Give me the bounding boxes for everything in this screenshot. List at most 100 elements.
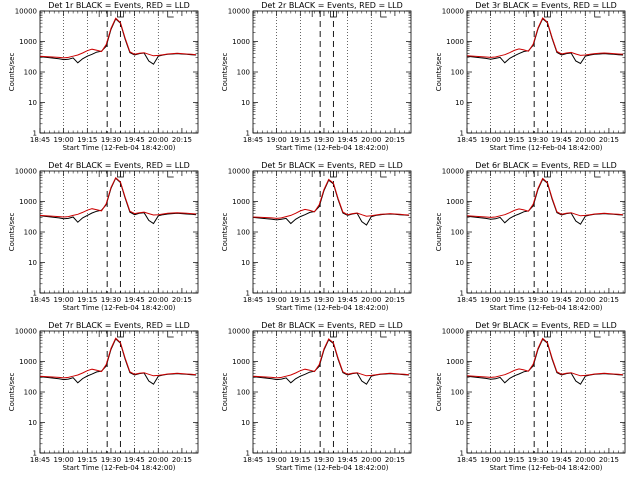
x-tick-label: 19:15	[290, 136, 310, 144]
y-tick-label: 10000	[442, 8, 464, 16]
state-marker	[594, 11, 601, 18]
x-tick-label: 19:45	[552, 296, 572, 304]
x-tick-label: 19:15	[77, 456, 97, 464]
x-tick-label: 19:30	[101, 136, 121, 144]
x-tick-label: 19:30	[314, 296, 334, 304]
y-tick-label: 10000	[15, 328, 37, 336]
y-tick-label: 10	[28, 419, 37, 427]
x-tick-label: 19:15	[77, 296, 97, 304]
y-tick-label: 1000	[446, 38, 464, 46]
x-tick-label: 20:15	[599, 456, 619, 464]
state-marker	[311, 170, 322, 177]
y-tick-label: 100	[451, 69, 464, 77]
x-tick-label: 19:45	[338, 296, 358, 304]
series-line-lld	[252, 178, 410, 219]
state-marker	[311, 10, 322, 17]
x-tick-label: 20:15	[599, 296, 619, 304]
x-tick-label: 19:00	[481, 136, 501, 144]
y-tick-label: 10	[241, 419, 250, 427]
x-tick-label: 19:45	[125, 296, 145, 304]
y-tick-label: 10000	[442, 328, 464, 336]
state-marker	[98, 10, 109, 17]
state-marker	[167, 331, 174, 338]
y-tick-label: 10	[241, 259, 250, 267]
chart-panel-1: Det 1r BLACK = Events, RED = LLD 1 10 100 10…	[8, 1, 199, 152]
y-tick-label: 1	[33, 450, 37, 458]
state-marker	[330, 171, 337, 178]
x-tick-label: 19:15	[504, 136, 524, 144]
state-marker	[117, 331, 124, 338]
state-marker	[98, 330, 109, 337]
state-marker	[330, 11, 337, 18]
y-tick-label: 1000	[232, 198, 250, 206]
y-tick-label: 1	[246, 450, 250, 458]
x-tick-label: 19:00	[267, 296, 287, 304]
x-tick-label: 19:30	[528, 136, 548, 144]
x-tick-label: 20:00	[361, 296, 381, 304]
x-tick-label: 20:00	[148, 136, 168, 144]
x-tick-label: 20:00	[148, 456, 168, 464]
x-axis-label: Start Time (12-Feb-04 18:42:00)	[275, 144, 388, 152]
series-line-lld	[39, 176, 197, 218]
series-line-lld	[466, 337, 624, 378]
chart-title: Det 4r BLACK = Events, RED = LLD	[48, 161, 190, 170]
chart-title: Det 7r BLACK = Events, RED = LLD	[48, 321, 190, 330]
x-tick-label: 20:00	[361, 136, 381, 144]
chart-title: Det 2r BLACK = Events, RED = LLD	[261, 1, 403, 10]
state-marker	[594, 171, 601, 178]
y-tick-label: 10000	[228, 328, 250, 336]
y-tick-label: 100	[451, 229, 464, 237]
y-tick-label: 1000	[446, 198, 464, 206]
state-marker	[117, 11, 124, 18]
y-tick-label: 10000	[228, 8, 250, 16]
x-tick-label: 20:15	[599, 136, 619, 144]
x-tick-label: 18:45	[30, 136, 50, 144]
state-marker	[311, 330, 322, 337]
x-tick-label: 19:30	[528, 296, 548, 304]
y-tick-label: 1	[246, 130, 250, 138]
x-tick-label: 20:15	[172, 296, 192, 304]
y-tick-label: 10	[455, 99, 464, 107]
y-axis-label: Counts/sec	[435, 373, 443, 412]
x-tick-label: 19:30	[101, 296, 121, 304]
state-marker	[117, 171, 124, 178]
chart-panel-5: Det 5r BLACK = Events, RED = LLD 1 10 100 10…	[221, 161, 412, 312]
y-tick-label: 100	[24, 389, 37, 397]
state-marker	[525, 10, 536, 17]
y-tick-label: 10000	[442, 168, 464, 176]
x-tick-label: 19:45	[338, 136, 358, 144]
y-tick-label: 1	[33, 290, 37, 298]
state-marker	[544, 11, 551, 18]
y-tick-label: 10	[241, 99, 250, 107]
x-tick-label: 19:30	[101, 456, 121, 464]
y-tick-label: 1000	[446, 358, 464, 366]
state-marker	[98, 170, 109, 177]
chart-panel-2: Det 2r BLACK = Events, RED = LLD 1 10 100 10…	[221, 1, 412, 152]
y-tick-label: 100	[237, 389, 250, 397]
x-tick-label: 20:00	[575, 296, 595, 304]
y-axis-label: Counts/sec	[8, 53, 16, 92]
y-tick-label: 1000	[19, 358, 37, 366]
x-tick-label: 19:45	[552, 136, 572, 144]
chart-title: Det 8r BLACK = Events, RED = LLD	[261, 321, 403, 330]
x-axis-label: Start Time (12-Feb-04 18:42:00)	[62, 304, 175, 312]
chart-title: Det 9r BLACK = Events, RED = LLD	[475, 321, 617, 330]
x-axis-label: Start Time (12-Feb-04 18:42:00)	[62, 144, 175, 152]
x-tick-label: 18:45	[457, 136, 477, 144]
y-tick-label: 10	[28, 259, 37, 267]
x-tick-label: 20:00	[148, 296, 168, 304]
x-axis-label: Start Time (12-Feb-04 18:42:00)	[275, 304, 388, 312]
x-tick-label: 20:00	[575, 136, 595, 144]
x-tick-label: 19:30	[528, 456, 548, 464]
x-axis-label: Start Time (12-Feb-04 18:42:00)	[62, 464, 175, 472]
state-marker	[380, 171, 387, 178]
series-line-lld	[39, 17, 197, 59]
state-marker	[167, 171, 174, 178]
x-tick-label: 18:45	[457, 296, 477, 304]
series-line-lld	[466, 17, 624, 58]
y-tick-label: 100	[237, 69, 250, 77]
y-tick-label: 100	[24, 69, 37, 77]
x-axis-label: Start Time (12-Feb-04 18:42:00)	[489, 304, 602, 312]
y-axis-label: Counts/sec	[8, 373, 16, 412]
x-tick-label: 19:00	[267, 456, 287, 464]
